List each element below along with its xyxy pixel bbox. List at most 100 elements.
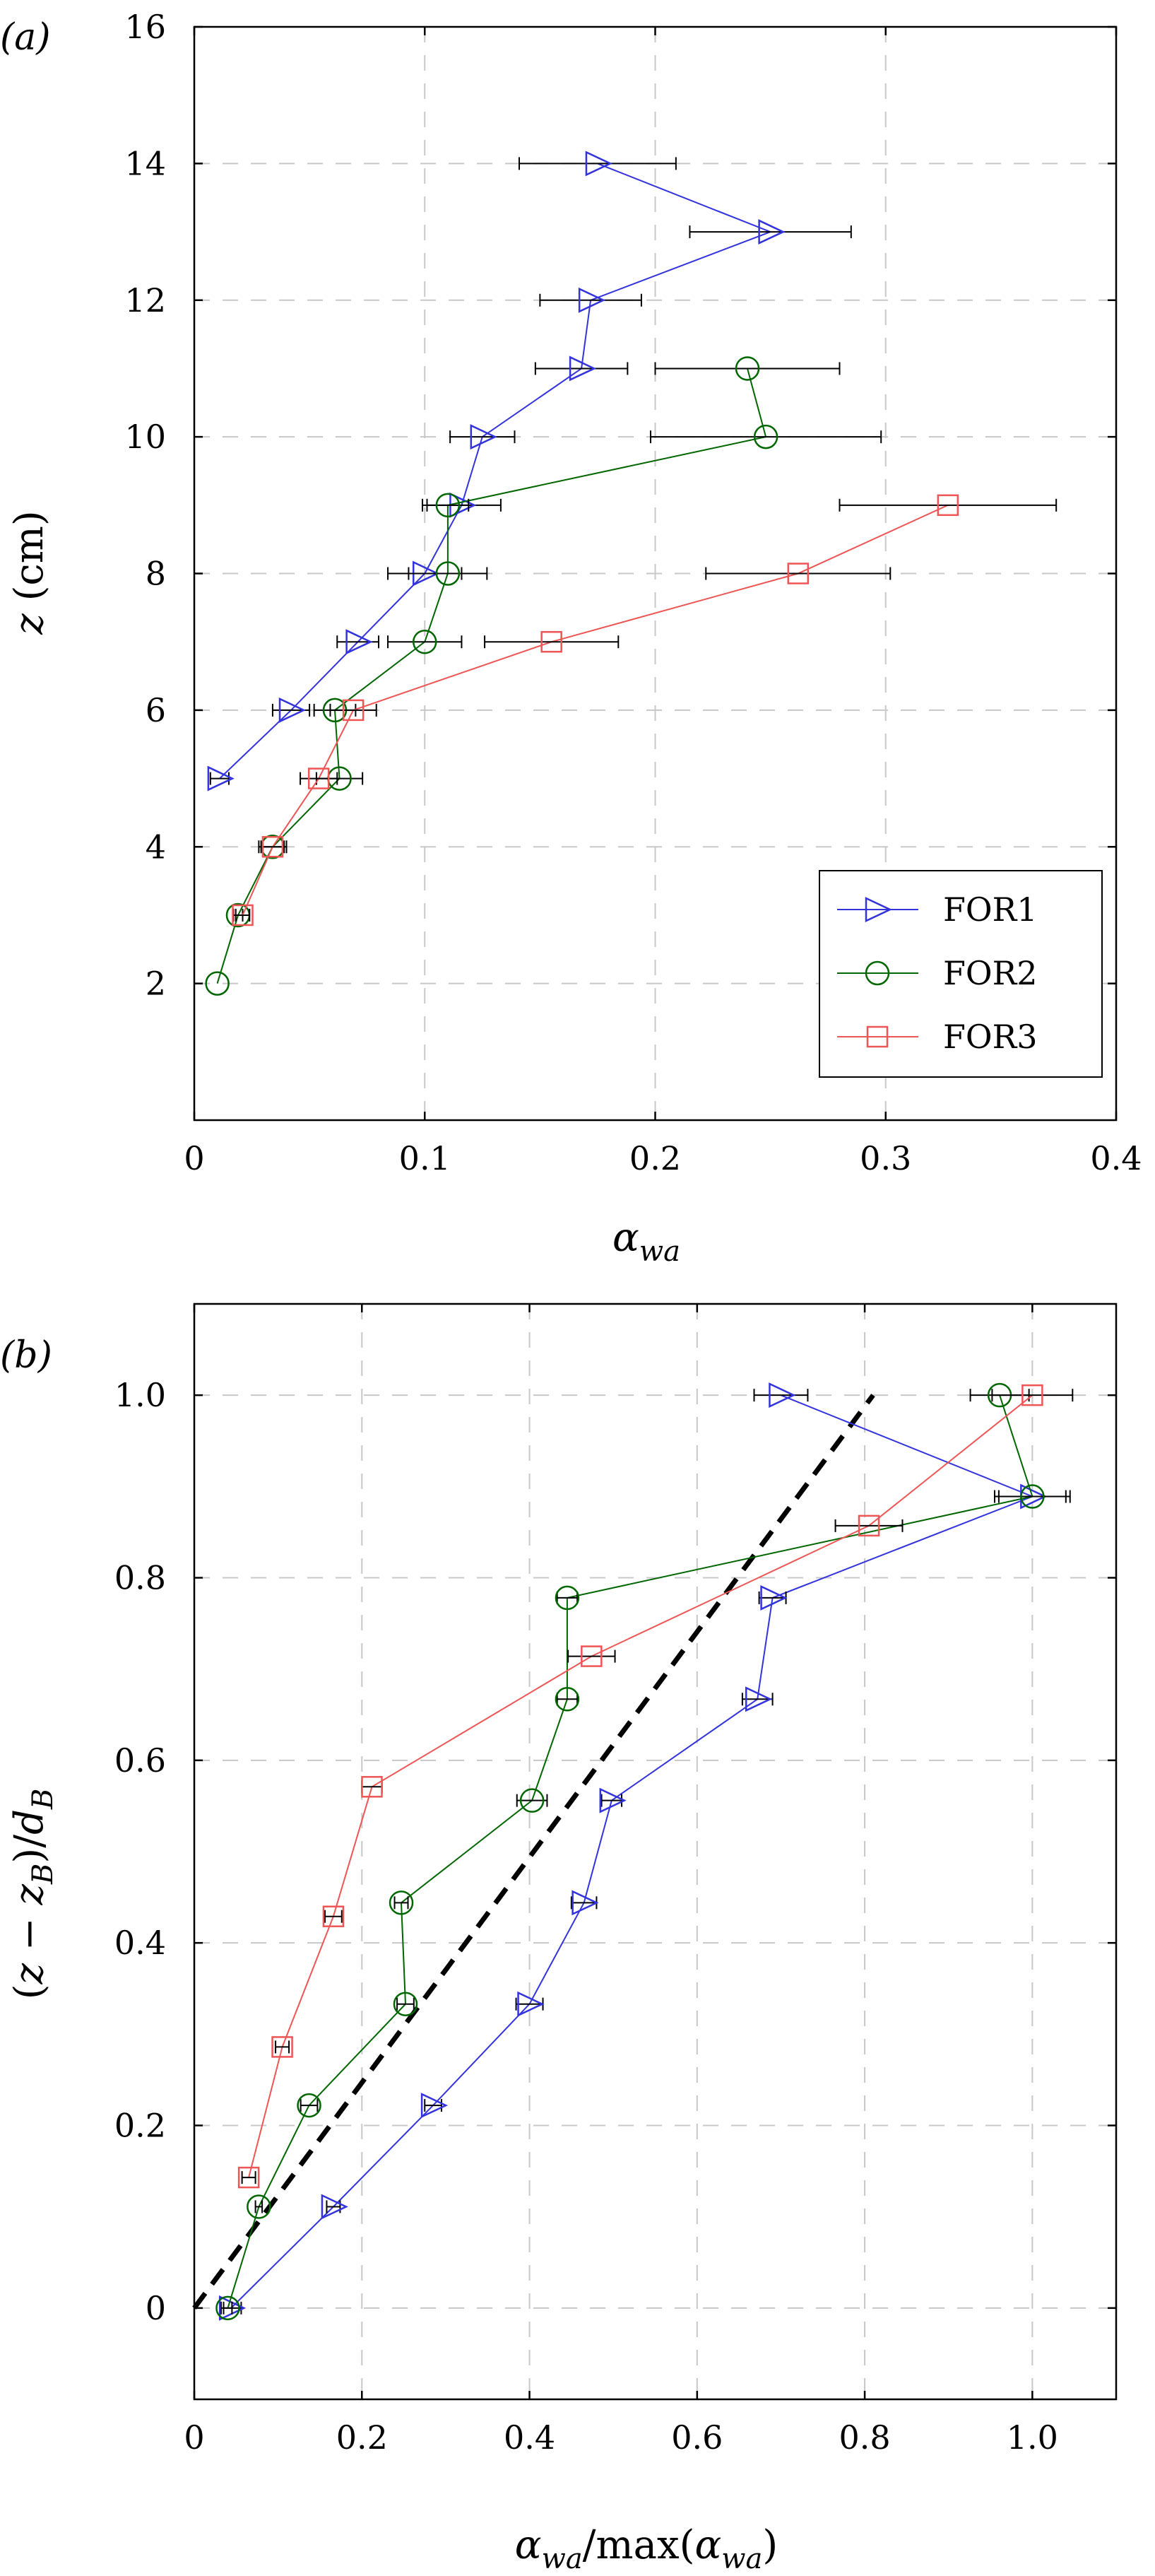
error-bar xyxy=(393,1896,409,1910)
data-point xyxy=(342,699,365,722)
error-bar xyxy=(254,2200,263,2213)
panel-b-reference xyxy=(192,1394,875,2310)
panel-b-ticks xyxy=(193,1304,1116,2399)
data-point xyxy=(207,765,235,792)
y-tick-label: 0.6 xyxy=(114,1741,166,1780)
x-tick-label: 0.3 xyxy=(860,1139,911,1177)
error-bar xyxy=(209,772,230,785)
legend-item-for2: FOR2 xyxy=(837,954,1038,992)
data-point xyxy=(297,2093,321,2118)
error-bar xyxy=(396,1997,415,2011)
panel-b-x-axis-label: αwa/max(αwa) xyxy=(515,2522,778,2575)
error-bar xyxy=(424,2099,442,2112)
x-tick-label: 0.1 xyxy=(399,1139,451,1177)
series-line xyxy=(216,368,767,984)
series-for3 xyxy=(237,1384,1074,2189)
panel-a-x-tick-labels: 0 0.1 0.2 0.3 0.4 xyxy=(184,1139,1142,1177)
data-point xyxy=(1020,1484,1045,1509)
y-tick-label: 6 xyxy=(146,691,166,729)
data-point xyxy=(1021,1384,1043,1406)
series-for2 xyxy=(205,356,882,996)
error-bar xyxy=(834,1519,904,1532)
x-tick-label: 0.2 xyxy=(629,1139,681,1177)
panel-a-y-tick-labels: 2 4 6 8 10 12 14 16 xyxy=(124,8,166,1003)
series-line xyxy=(230,1394,1035,2309)
error-bar xyxy=(567,1649,616,1663)
data-point xyxy=(345,629,373,655)
series-for3 xyxy=(232,494,1058,927)
legend-label: FOR1 xyxy=(943,890,1038,929)
error-bar xyxy=(534,362,629,375)
data-point xyxy=(540,630,562,653)
panel-a-ticks xyxy=(193,25,1118,1120)
x-tick-label: 0.4 xyxy=(504,2418,555,2457)
legend-item-for1: FOR1 xyxy=(837,890,1038,929)
panel-b: (b) 0 0.2 0.4 0.6 0.8 1.0 0 0.2 0.4 0.6 0.8 1.0 αw… xyxy=(0,1302,1118,2575)
legend-marker xyxy=(865,960,890,986)
x-tick-label: 0 xyxy=(184,2418,204,2457)
data-point xyxy=(769,1382,796,1408)
error-bar xyxy=(654,362,841,375)
series-line xyxy=(219,163,773,780)
series-for2 xyxy=(215,1382,1067,2321)
data-point xyxy=(758,219,786,245)
legend: FOR1 FOR2 FOR3 xyxy=(819,870,1103,1078)
y-tick-label: 0.2 xyxy=(114,2107,166,2145)
x-tick-label: 0.2 xyxy=(336,2418,388,2457)
panel-b-label: (b) xyxy=(0,1334,52,1377)
data-point xyxy=(858,1515,880,1537)
error-bar xyxy=(326,2200,341,2213)
y-tick-label: 8 xyxy=(146,555,166,593)
data-point xyxy=(585,151,612,177)
data-point xyxy=(247,2194,271,2219)
panel-a-label: (a) xyxy=(0,16,51,59)
data-point xyxy=(420,2093,449,2119)
data-point xyxy=(271,2036,293,2058)
data-point xyxy=(205,971,230,996)
data-point xyxy=(307,767,330,789)
data-point xyxy=(278,697,306,723)
error-bar xyxy=(741,1693,774,1706)
error-bar xyxy=(997,1490,1067,1503)
y-tick-label: 10 xyxy=(124,418,166,456)
data-point xyxy=(413,629,437,654)
error-bar xyxy=(275,2040,290,2054)
data-point xyxy=(393,1992,418,2016)
y-tick-label: 14 xyxy=(124,144,166,182)
legend-item-for3: FOR3 xyxy=(837,1018,1038,1056)
data-point xyxy=(735,356,760,381)
error-bar xyxy=(705,567,892,580)
data-point xyxy=(321,2194,348,2220)
panel-a-y-axis-label: z (cm) xyxy=(6,510,52,635)
data-point xyxy=(361,1776,383,1798)
data-point xyxy=(555,1687,580,1712)
error-bar xyxy=(324,1910,343,1923)
error-bar xyxy=(519,157,677,170)
data-point xyxy=(581,1645,603,1667)
data-point xyxy=(435,561,461,586)
x-tick-label: 0.4 xyxy=(1090,1139,1142,1177)
data-point xyxy=(578,287,606,313)
data-point xyxy=(519,1788,545,1813)
data-point xyxy=(937,494,959,517)
error-bar xyxy=(484,635,620,649)
legend-label: FOR2 xyxy=(943,954,1038,992)
data-point xyxy=(261,836,284,858)
error-bar xyxy=(387,635,463,649)
error-bar xyxy=(426,498,470,512)
data-point xyxy=(322,1905,345,1927)
data-point xyxy=(760,1584,788,1611)
data-point xyxy=(569,355,597,382)
data-point xyxy=(787,563,810,584)
error-bar xyxy=(600,1794,623,1807)
x-tick-label: 0.8 xyxy=(839,2418,891,2457)
data-point xyxy=(237,2166,260,2189)
error-bar xyxy=(241,2171,256,2184)
y-tick-label: 0.4 xyxy=(114,1924,166,1962)
error-bar xyxy=(300,772,338,785)
y-tick-label: 2 xyxy=(146,965,166,1003)
legend-marker xyxy=(865,897,892,922)
error-bar xyxy=(235,908,251,922)
data-point xyxy=(389,1890,414,1915)
